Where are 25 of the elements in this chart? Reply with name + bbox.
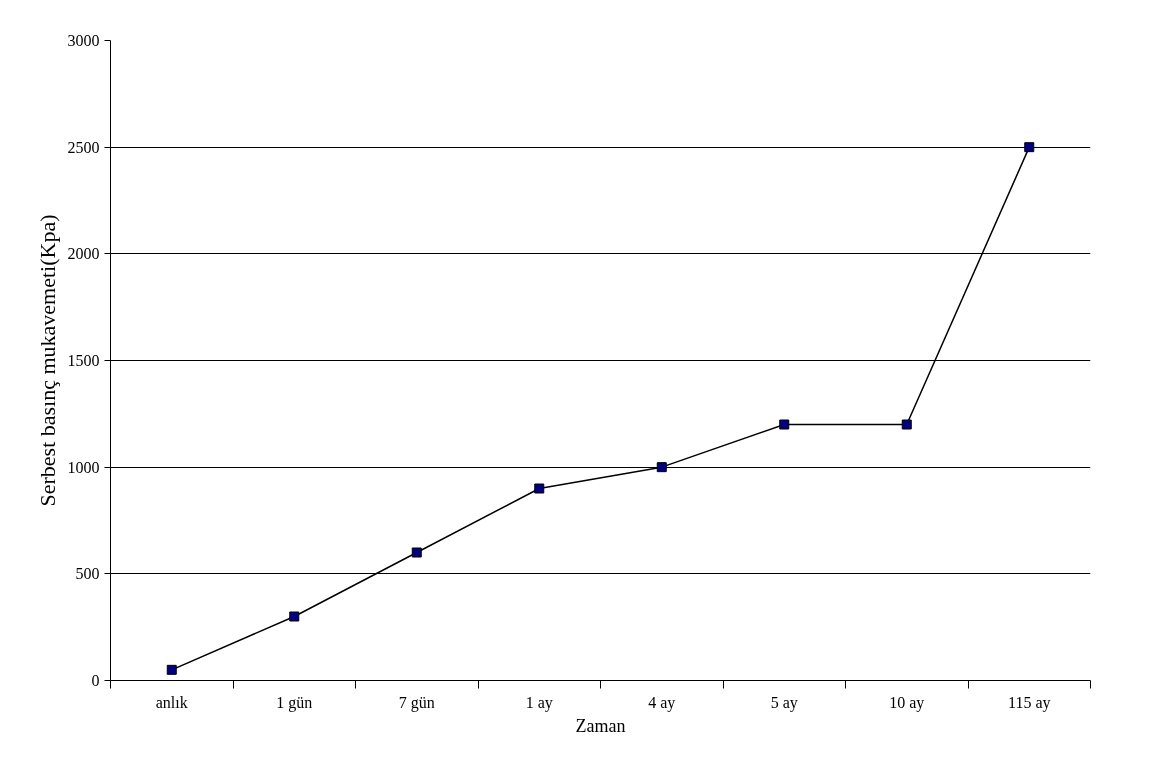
point [901,419,912,430]
x-tick-label: anlık [155,693,188,711]
point [1024,142,1035,153]
y-tick-label: 500 [75,565,100,583]
x-axis-title: Zaman [575,715,626,736]
point [779,419,790,430]
point [534,483,545,494]
x-tick-label: 7 gün [398,693,435,712]
x-tick-label: 1 ay [525,693,553,712]
y-tick-label: 1000 [67,458,100,476]
y-tick-label: 2500 [67,138,100,156]
x-tick-label: 10 ay [889,693,925,712]
y-axis-title: Serbest basınç mukavemeti(Kpa) [34,214,60,507]
point [166,664,177,675]
y-tick-label: 3000 [67,32,100,49]
y-tick-label: 1500 [67,352,100,369]
point [656,462,667,473]
y-tick-label: 0 [91,672,100,689]
point [289,611,300,622]
point [411,547,422,558]
x-tick-label: 4 ay [648,693,676,712]
x-tick-label: 5 ay [770,693,798,712]
y-tick-label: 2000 [67,245,100,263]
x-tick-label: 115 ay [1008,693,1051,712]
x-tick-label: 1 gün [276,693,313,712]
